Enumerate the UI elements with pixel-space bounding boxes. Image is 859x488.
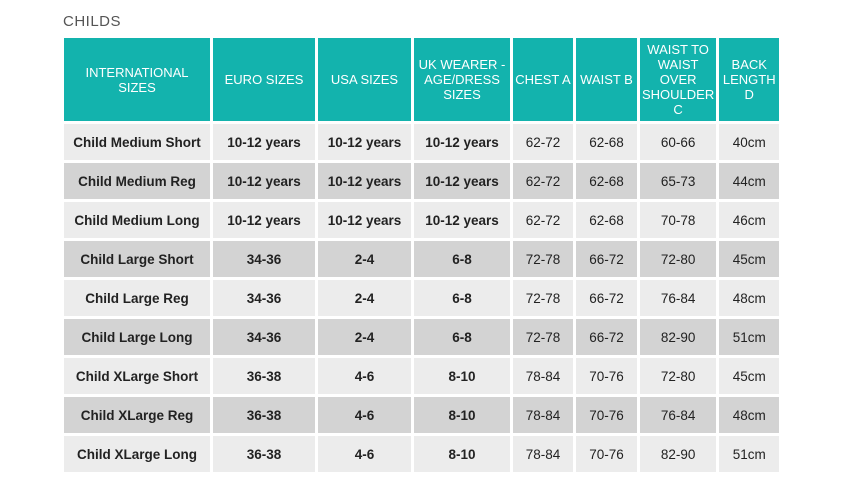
cell-uk-size: 6-8 [414,280,510,316]
cell-euro-size: 36-38 [213,358,315,394]
header-chest: CHEST A [513,38,573,121]
cell-international-size: Child Large Reg [64,280,210,316]
header-usa-sizes: USA SIZES [318,38,411,121]
header-waist-to-waist: WAIST TO WAIST OVER SHOULDER C [640,38,717,121]
header-uk-sizes: UK WEARER - AGE/DRESS SIZES [414,38,510,121]
table-header-row: INTERNATIONAL SIZES EURO SIZES USA SIZES… [64,38,780,121]
table-row: Child Large Reg 34-36 2-4 6-8 72-78 66-72 76-8… [64,280,780,316]
cell-waist-to-waist: 76-84 [640,397,717,433]
cell-usa-size: 4-6 [318,397,411,433]
cell-chest: 72-78 [513,319,573,355]
cell-international-size: Child Large Short [64,241,210,277]
cell-back-length: 48cm [719,280,780,316]
cell-waist: 70-76 [576,436,637,472]
cell-waist: 66-72 [576,280,637,316]
cell-international-size: Child XLarge Short [64,358,210,394]
cell-back-length: 46cm [719,202,780,238]
table-body: Child Medium Short 10-12 years 10-12 years… [64,124,780,472]
cell-waist-to-waist: 70-78 [640,202,717,238]
cell-euro-size: 34-36 [213,319,315,355]
cell-uk-size: 6-8 [414,241,510,277]
cell-uk-size: 8-10 [414,358,510,394]
cell-back-length: 51cm [719,436,780,472]
cell-chest: 78-84 [513,358,573,394]
cell-euro-size: 10-12 years [213,202,315,238]
cell-chest: 62-72 [513,124,573,160]
cell-back-length: 48cm [719,397,780,433]
cell-waist-to-waist: 60-66 [640,124,717,160]
cell-waist-to-waist: 82-90 [640,319,717,355]
cell-chest: 62-72 [513,202,573,238]
cell-chest: 72-78 [513,241,573,277]
chart-title: CHILDS [63,13,122,30]
cell-chest: 78-84 [513,397,573,433]
cell-waist: 66-72 [576,319,637,355]
cell-euro-size: 10-12 years [213,124,315,160]
cell-euro-size: 36-38 [213,436,315,472]
cell-uk-size: 8-10 [414,397,510,433]
table-row: Child Medium Long 10-12 years 10-12 years 1… [64,202,780,238]
cell-uk-size: 6-8 [414,319,510,355]
cell-waist-to-waist: 76-84 [640,280,717,316]
cell-euro-size: 34-36 [213,241,315,277]
cell-euro-size: 34-36 [213,280,315,316]
cell-waist: 66-72 [576,241,637,277]
cell-usa-size: 2-4 [318,241,411,277]
header-waist: WAIST B [576,38,637,121]
cell-waist-to-waist: 72-80 [640,241,717,277]
cell-chest: 62-72 [513,163,573,199]
cell-waist: 62-68 [576,124,637,160]
cell-uk-size: 10-12 years [414,202,510,238]
cell-back-length: 45cm [719,358,780,394]
cell-back-length: 40cm [719,124,780,160]
cell-international-size: Child XLarge Long [64,436,210,472]
cell-usa-size: 10-12 years [318,163,411,199]
cell-waist: 62-68 [576,202,637,238]
cell-international-size: Child Large Long [64,319,210,355]
cell-euro-size: 36-38 [213,397,315,433]
cell-usa-size: 4-6 [318,358,411,394]
cell-waist: 62-68 [576,163,637,199]
cell-international-size: Child Medium Long [64,202,210,238]
cell-uk-size: 10-12 years [414,124,510,160]
cell-waist: 70-76 [576,358,637,394]
cell-back-length: 51cm [719,319,780,355]
cell-euro-size: 10-12 years [213,163,315,199]
cell-usa-size: 4-6 [318,436,411,472]
cell-uk-size: 8-10 [414,436,510,472]
cell-usa-size: 10-12 years [318,124,411,160]
cell-chest: 72-78 [513,280,573,316]
cell-usa-size: 10-12 years [318,202,411,238]
cell-international-size: Child XLarge Reg [64,397,210,433]
table-row: Child XLarge Long 36-38 4-6 8-10 78-84 70-76 8… [64,436,780,472]
cell-international-size: Child Medium Short [64,124,210,160]
header-international-sizes: INTERNATIONAL SIZES [64,38,210,121]
table-row: Child Large Short 34-36 2-4 6-8 72-78 66-72 72… [64,241,780,277]
table-row: Child Large Long 34-36 2-4 6-8 72-78 66-72 82-… [64,319,780,355]
table-row: Child Medium Reg 10-12 years 10-12 years 10… [64,163,780,199]
table-row: Child XLarge Short 36-38 4-6 8-10 78-84 70-76… [64,358,780,394]
cell-usa-size: 2-4 [318,280,411,316]
cell-waist-to-waist: 72-80 [640,358,717,394]
cell-international-size: Child Medium Reg [64,163,210,199]
table-row: Child Medium Short 10-12 years 10-12 years… [64,124,780,160]
cell-back-length: 45cm [719,241,780,277]
table-row: Child XLarge Reg 36-38 4-6 8-10 78-84 70-76 76… [64,397,780,433]
cell-waist-to-waist: 82-90 [640,436,717,472]
size-chart-table: INTERNATIONAL SIZES EURO SIZES USA SIZES… [61,35,782,475]
cell-back-length: 44cm [719,163,780,199]
cell-waist: 70-76 [576,397,637,433]
header-back-length: BACK LENGTH D [719,38,780,121]
cell-waist-to-waist: 65-73 [640,163,717,199]
header-euro-sizes: EURO SIZES [213,38,315,121]
cell-chest: 78-84 [513,436,573,472]
cell-usa-size: 2-4 [318,319,411,355]
cell-uk-size: 10-12 years [414,163,510,199]
